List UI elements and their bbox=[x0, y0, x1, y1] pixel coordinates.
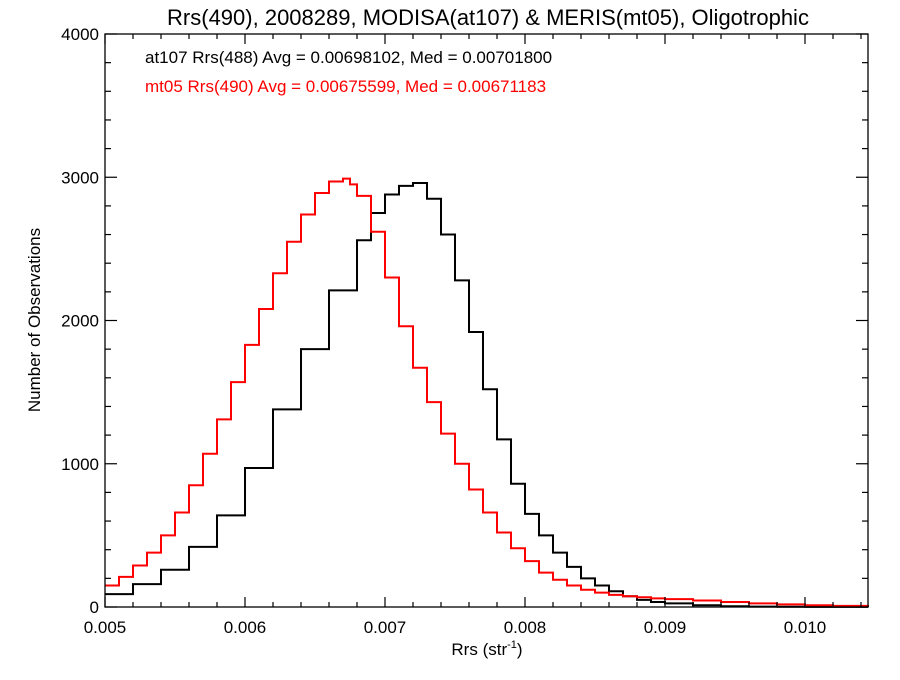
x-tick-label: 0.007 bbox=[364, 618, 407, 637]
annotation-at107: at107 Rrs(488) Avg = 0.00698102, Med = 0… bbox=[145, 48, 552, 67]
y-axis-label: Number of Observations bbox=[25, 228, 44, 412]
annotation-mt05: mt05 Rrs(490) Avg = 0.00675599, Med = 0.… bbox=[145, 77, 546, 96]
axis-layer: 0.005 0.006 0.007 0.008 0.009 0.010 0 1000 2000 3… bbox=[61, 25, 869, 637]
x-tick-label: 0.010 bbox=[784, 618, 827, 637]
y-tick-label: 3000 bbox=[61, 168, 99, 187]
x-axis-label-main: Rrs (str bbox=[451, 640, 507, 659]
y-tick-label: 0 bbox=[90, 598, 99, 617]
x-axis-label-close: ) bbox=[517, 640, 523, 659]
x-tick-label: 0.005 bbox=[84, 618, 127, 637]
x-tick-label: 0.006 bbox=[224, 618, 267, 637]
x-tick-label: 0.008 bbox=[504, 618, 547, 637]
x-tick-label: 0.009 bbox=[644, 618, 687, 637]
x-axis-label-superscript: -1 bbox=[507, 639, 517, 651]
y-tick-label: 4000 bbox=[61, 25, 99, 44]
x-axis-label: Rrs (str-1) bbox=[451, 639, 522, 659]
histogram-series-1 bbox=[105, 177, 869, 607]
y-tick-label: 2000 bbox=[61, 312, 99, 331]
chart-title: Rrs(490), 2008289, MODISA(at107) & MERIS… bbox=[167, 5, 809, 30]
y-tick-label: 1000 bbox=[61, 455, 99, 474]
